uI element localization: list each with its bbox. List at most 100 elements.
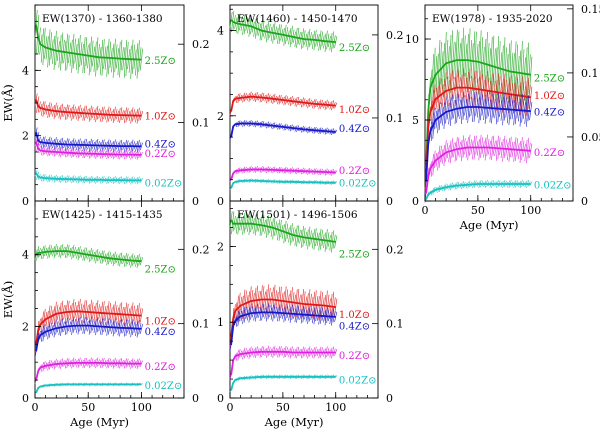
series-0.02Z: 0.02Z⊙ [229,374,376,393]
x-axis-label: Age (Myr) [264,415,324,429]
x-tick-label: 50 [276,401,290,414]
series-line [425,86,531,177]
panel-p1978: 2.5Z⊙ 1.0Z⊙ 0.4Z⊙ 0.2Z⊙ 0.02Z⊙ EW(1978) - 193… [405,3,600,232]
error-bar [139,142,143,151]
x-tick-label: 0 [422,204,429,217]
right-tick-label: 0.1 [386,112,404,125]
y-tick-label: 0 [217,195,224,208]
panel-p1460: 2.5Z⊙ 1.0Z⊙ 0.4Z⊙ 0.2Z⊙ 0.02Z⊙ EW(1460) - 145… [217,4,404,208]
plot-frame [229,200,379,399]
right-tick-label: 0.1 [581,67,599,80]
series-label: 0.4Z⊙ [145,327,176,338]
series-0.2Z: 0.2Z⊙ [229,166,370,183]
series-line [35,172,142,182]
series-line [425,146,531,194]
series-label: 0.4Z⊙ [145,139,176,150]
y-tick-label: 4 [22,64,29,77]
series-0.4Z: 0.4Z⊙ [229,119,370,140]
plot-frame [34,4,185,202]
right-tick-label: 0 [192,195,199,208]
series-line [425,59,531,169]
plot-frame [424,4,574,202]
error-bar [334,170,338,175]
series-line [35,132,142,148]
error-bar [529,102,533,121]
series-line [35,250,142,263]
panel-p1501: 2.5Z⊙ 1.0Z⊙0.4Z⊙ 0.2Z⊙ 0.02Z⊙ EW(1501) - 149… [217,200,404,429]
right-tick-label: 0.2 [192,38,210,51]
x-tick-label: 100 [520,204,541,217]
error-bar [139,360,143,367]
series-1.0Z: 1.0Z⊙ [229,91,370,116]
series-label: 2.5Z⊙ [534,73,565,84]
right-tick-label: 0.2 [192,243,210,256]
series-2.5Z: 2.5Z⊙ [229,211,370,261]
error-bar [334,36,338,49]
y-tick-label: 2 [217,240,224,253]
series-label: 0.2Z⊙ [145,149,176,160]
series-2.5Z: 2.5Z⊙ [34,9,176,79]
series-0.02Z: 0.02Z⊙ [34,381,182,395]
series-label: 0.2Z⊙ [145,362,176,373]
series-label: 1.0Z⊙ [339,310,370,321]
error-bar [334,129,338,135]
series-line [230,168,336,180]
series-0.4Z: 0.4Z⊙ [34,127,176,153]
series-2.5Z: 2.5Z⊙ [424,27,565,193]
series-0.02Z: 0.02Z⊙ [34,170,182,190]
y-axis-label: EW(Å) [1,281,15,319]
y-tick-label: 4 [22,249,29,262]
series-2.5Z: 2.5Z⊙ [34,243,176,276]
x-tick-label: 50 [471,204,485,217]
right-tick-label: 0 [192,392,199,405]
series-1.0Z: 1.0Z⊙ [424,68,565,192]
series-line [230,311,336,346]
series-line [35,383,142,393]
right-tick-label: 0.2 [386,243,404,256]
series-0.2Z: 0.2Z⊙ [424,134,565,203]
right-tick-label: 0 [386,195,393,208]
series-line [230,375,336,391]
x-tick-label: 0 [32,401,39,414]
series-1.0Z: 1.0Z⊙ [34,299,176,354]
series-label: 1.0Z⊙ [534,91,565,102]
right-tick-label: 0.1 [192,318,210,331]
error-bar [334,349,338,357]
series-line [230,298,336,338]
error-bar [334,235,338,249]
series-0.4Z: 0.4Z⊙ [229,303,370,352]
series-0.2Z: 0.2Z⊙ [34,138,176,160]
series-label: 1.0Z⊙ [145,112,176,123]
error-bar [529,181,533,187]
error-bar [529,143,533,159]
y-tick-label: 0 [22,392,29,405]
x-axis-label: Age (Myr) [459,218,519,232]
series-line [230,219,336,243]
y-tick-label: 0 [22,195,29,208]
error-bar [34,9,38,40]
series-label: 0.02Z⊙ [339,179,377,190]
error-bar [334,311,338,323]
series-line [230,19,336,43]
panel-title: EW(1425) - 1415-1435 [42,209,163,221]
series-label: 0.02Z⊙ [534,180,572,191]
series-0.2Z: 0.2Z⊙ [34,357,176,385]
x-tick-label: 100 [131,401,152,414]
x-tick-label: 50 [81,401,95,414]
series-1.0Z: 1.0Z⊙ [34,93,176,124]
series-2.5Z: 2.5Z⊙ [229,10,370,54]
error-bar [139,308,143,323]
series-label: 0.4Z⊙ [339,124,370,135]
series-label: 2.5Z⊙ [339,250,370,261]
series-line [230,350,336,376]
error-bar [139,48,143,71]
x-tick-label: 100 [325,401,346,414]
series-line [35,361,142,381]
y-tick-label: 10 [405,33,419,46]
series-line [35,24,142,61]
error-bar [139,111,143,121]
panel-p1425: 2.5Z⊙ 1.0Z⊙0.4Z⊙ 0.2Z⊙ 0.02Z⊙ EW(1425) - 141… [1,200,210,429]
series-label: 0.4Z⊙ [534,107,565,118]
right-tick-label: 0.1 [386,318,404,331]
